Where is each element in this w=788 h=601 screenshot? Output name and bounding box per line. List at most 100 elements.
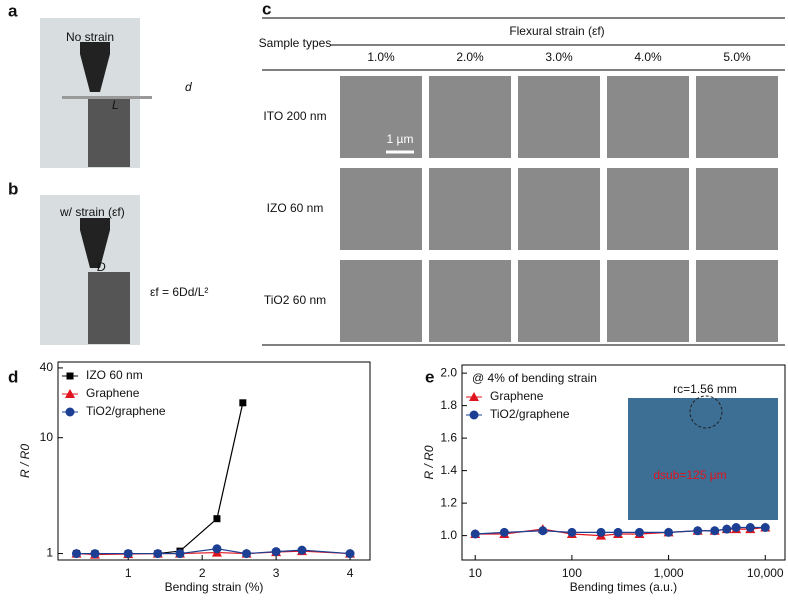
marker <box>722 524 732 534</box>
x-tick-label: 1,000 <box>654 566 684 580</box>
marker <box>90 549 100 559</box>
sem-image <box>340 260 422 342</box>
legend-label: Graphene <box>86 386 140 400</box>
marker <box>596 527 606 537</box>
holder <box>88 272 130 344</box>
legend-label: Graphene <box>490 389 544 403</box>
panel-label: d <box>8 367 18 386</box>
x-tick-label: 1 <box>125 566 132 580</box>
marker <box>613 527 623 537</box>
marker <box>470 529 480 539</box>
sem-image <box>518 168 600 250</box>
photo-caption: No strain <box>66 30 114 44</box>
marker <box>242 549 252 559</box>
marker <box>693 526 703 536</box>
label: d <box>185 80 192 94</box>
y-axis-label: R / R0 <box>18 444 32 478</box>
x-tick-label: 10 <box>469 566 483 580</box>
label: D <box>97 260 106 274</box>
marker <box>567 527 577 537</box>
column-header: 5.0% <box>723 50 751 64</box>
scale-bar-label: 1 µm <box>387 132 414 146</box>
marker <box>212 544 222 554</box>
panel-label: c <box>262 0 271 18</box>
label: L <box>112 98 119 112</box>
legend-label: TiO2/graphene <box>490 407 570 421</box>
marker <box>634 527 644 537</box>
sem-image <box>518 76 600 158</box>
y-tick-label: 1.4 <box>440 463 457 477</box>
marker <box>760 523 770 532</box>
inset-photo <box>628 398 778 520</box>
sem-image <box>518 260 600 342</box>
row-label: TiO2 60 nm <box>264 293 326 307</box>
column-header: 2.0% <box>456 50 484 64</box>
y-tick-label: 1.2 <box>440 495 457 509</box>
y-tick-label: 1.8 <box>440 398 457 412</box>
row-label: IZO 60 nm <box>267 201 324 215</box>
marker <box>123 549 133 559</box>
marker <box>271 547 281 557</box>
holder <box>88 99 130 167</box>
marker <box>710 526 720 536</box>
x-tick-label: 3 <box>273 566 280 580</box>
inset-label: rc=1.56 mm <box>673 382 737 396</box>
column-header: 4.0% <box>634 50 662 64</box>
y-axis-label: R / R0 <box>422 445 436 479</box>
y-tick-label: 2.0 <box>440 365 457 379</box>
sem-image <box>607 260 689 342</box>
inset-label: dsub=125 µm <box>653 468 726 482</box>
x-tick-label: 100 <box>562 566 582 580</box>
marker <box>538 526 548 536</box>
sem-image <box>429 260 511 342</box>
marker <box>175 549 185 559</box>
panel-label: a <box>8 1 18 20</box>
sem-image <box>429 76 511 158</box>
marker <box>345 549 355 559</box>
x-tick-label: 2 <box>199 566 206 580</box>
marker <box>499 527 509 537</box>
marker <box>469 410 479 420</box>
marker <box>664 527 674 537</box>
y-tick-label: 1.0 <box>440 528 457 542</box>
row-label: ITO 200 nm <box>263 109 326 123</box>
press <box>80 42 110 92</box>
press <box>80 218 110 268</box>
marker <box>153 549 163 559</box>
formula: εf = 6Dd/L² <box>150 285 208 299</box>
y-tick-label: 1.6 <box>440 430 457 444</box>
panel-label: e <box>425 367 434 386</box>
plot-frame <box>461 364 786 561</box>
marker <box>65 407 75 417</box>
header: Flexural strain (εf) <box>509 24 604 38</box>
x-axis-label: Bending times (a.u.) <box>570 580 677 594</box>
marker <box>213 515 221 523</box>
plot-frame <box>57 361 371 561</box>
sample <box>62 96 152 99</box>
sem-image <box>340 168 422 250</box>
column-header: 1.0% <box>367 50 395 64</box>
y-tick-label: 10 <box>40 430 54 444</box>
marker <box>239 399 247 407</box>
x-tick-label: 4 <box>347 566 354 580</box>
sem-image <box>429 168 511 250</box>
inset-circle <box>689 395 723 429</box>
marker <box>65 389 75 398</box>
marker <box>745 523 755 532</box>
series-line <box>76 402 244 555</box>
marker <box>469 392 479 401</box>
series-line <box>76 548 351 555</box>
sem-image <box>696 168 778 250</box>
marker <box>731 523 741 532</box>
marker <box>66 372 74 380</box>
sem-image <box>607 168 689 250</box>
panel-label: b <box>8 179 18 198</box>
legend-label: TiO2/graphene <box>86 404 166 418</box>
sem-image <box>696 76 778 158</box>
series-line <box>76 550 351 556</box>
sem-image <box>607 76 689 158</box>
header: Sample types <box>259 36 332 50</box>
y-tick-label: 40 <box>40 360 54 374</box>
legend-label: IZO 60 nm <box>86 368 143 382</box>
